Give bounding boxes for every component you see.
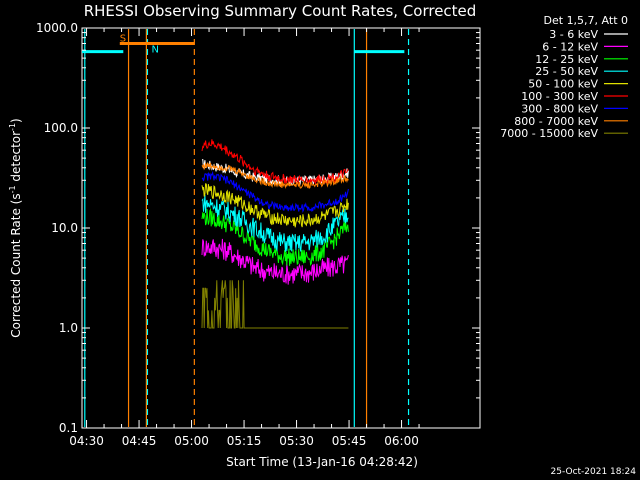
series-line (201, 194, 349, 252)
annotation-label: N (151, 45, 158, 56)
legend-entry-label: 100 - 300 keV (521, 90, 598, 103)
y-tick-label: 1.0 (59, 321, 78, 335)
x-tick-label: 06:00 (384, 434, 419, 448)
plot-area: SN (82, 29, 410, 427)
annotation-label: S (120, 33, 126, 44)
y-axis: 0.1 1.0 10.0 100.0 1000.0 (36, 21, 480, 435)
x-tick-label: 05:30 (279, 434, 314, 448)
x-tick-label: 04:30 (69, 434, 104, 448)
series-line (201, 170, 349, 213)
legend-entry-label: 12 - 25 keV (535, 53, 598, 66)
x-axis-label: Start Time (13-Jan-16 04:28:42) (226, 455, 418, 469)
series-line (201, 162, 349, 190)
legend-title: Det 1,5,7, Att 0 (544, 14, 628, 27)
legend-entry-label: 50 - 100 keV (528, 78, 598, 91)
x-tick-label: 04:45 (122, 434, 157, 448)
series-line (201, 280, 349, 329)
plot-frame (81, 27, 481, 429)
x-tick-label: 05:45 (332, 434, 367, 448)
footer-date: 25-Oct-2021 18:24 (551, 467, 637, 477)
legend-entry-label: 25 - 50 keV (535, 65, 598, 78)
series-line (201, 238, 349, 285)
legend-entry-label: 7000 - 15000 keV (500, 127, 598, 140)
legend-entry-label: 300 - 800 keV (521, 102, 598, 115)
chart-title: RHESSI Observing Summary Count Rates, Co… (84, 2, 477, 20)
series-line (201, 139, 349, 186)
y-tick-label: 100.0 (44, 121, 78, 135)
series-line (201, 207, 349, 267)
series-line (201, 183, 349, 228)
y-tick-label: 10.0 (51, 221, 78, 235)
y-tick-label: 0.1 (59, 421, 78, 435)
x-tick-label: 05:00 (174, 434, 209, 448)
x-tick-label: 05:15 (227, 434, 262, 448)
legend-entry-label: 3 - 6 keV (549, 28, 598, 41)
legend-entry-label: 800 - 7000 keV (514, 115, 598, 128)
y-tick-label: 1000.0 (36, 21, 78, 35)
y-axis-label: Corrected Count Rate (s-1 detector-1) (8, 118, 23, 337)
x-axis: 04:30 04:45 05:00 05:15 05:30 05:45 06:00 (69, 28, 420, 448)
legend-entry-label: 6 - 12 keV (542, 40, 598, 53)
